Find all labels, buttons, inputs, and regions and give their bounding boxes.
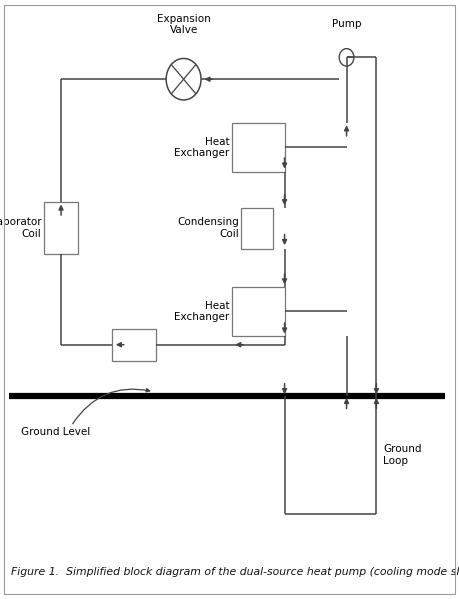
Bar [241, 208, 273, 249]
Text: Pump: Pump [332, 19, 361, 29]
Text: Condensing
Coil: Condensing Coil [177, 217, 239, 239]
Circle shape [339, 49, 354, 66]
Text: Ground
Loop: Ground Loop [383, 444, 422, 465]
Text: Heat
Exchanger: Heat Exchanger [174, 301, 230, 322]
Text: Figure 1.  Simplified block diagram of the dual-source heat pump (cooling mode s: Figure 1. Simplified block diagram of th… [11, 567, 459, 577]
Bar [232, 287, 285, 336]
Bar [44, 202, 78, 254]
Text: Expansion
Valve: Expansion Valve [157, 14, 211, 35]
Text: Ground Level: Ground Level [21, 426, 90, 437]
Text: Heat
Exchanger: Heat Exchanger [174, 137, 230, 158]
Bar [232, 123, 285, 172]
Text: Evaporator
Coil: Evaporator Coil [0, 217, 41, 239]
Bar [112, 329, 156, 361]
